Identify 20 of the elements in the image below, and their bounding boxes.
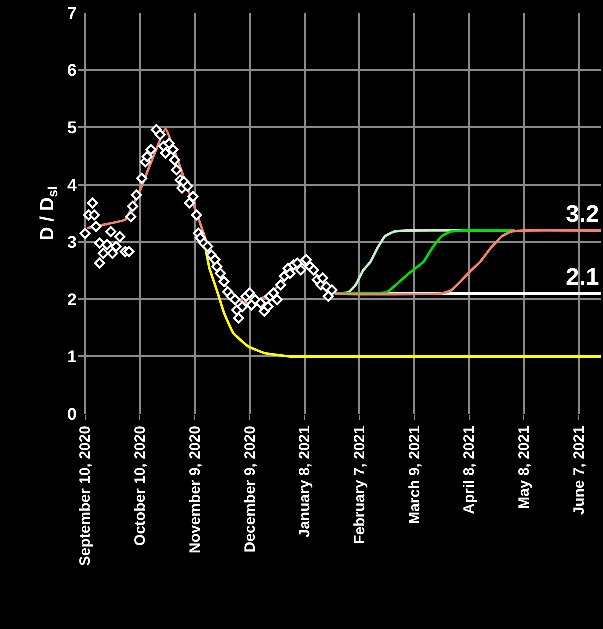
x-tick-label: December 9, 2020	[242, 426, 259, 553]
x-tick-label: March 9, 2021	[406, 426, 424, 524]
y-tick-label: 2	[68, 290, 77, 310]
x-tick-label: April 8, 2021	[461, 426, 478, 514]
annotation: 2.1	[566, 264, 600, 291]
y-tick-label: 6	[68, 61, 77, 80]
x-tick-label: September 10, 2020	[77, 426, 94, 566]
x-tick-label: June 7, 2021	[570, 426, 588, 516]
y-tick-label: 1	[68, 348, 77, 367]
y-tick-label: 4	[68, 176, 78, 195]
x-tick-label: May 8, 2021	[516, 426, 534, 510]
x-tick-label: October 10, 2020	[132, 426, 150, 546]
y-tick-label: 0	[68, 404, 77, 424]
annotation: 3.2	[566, 201, 600, 228]
x-tick-label: November 9, 2020	[186, 426, 204, 554]
x-tick-label: January 8, 2021	[296, 426, 314, 538]
y-tick-label: 5	[68, 118, 77, 138]
y-tick-label: 3	[68, 233, 77, 252]
x-tick-label: February 7, 2021	[351, 426, 368, 544]
y-tick-label: 7	[68, 4, 77, 23]
